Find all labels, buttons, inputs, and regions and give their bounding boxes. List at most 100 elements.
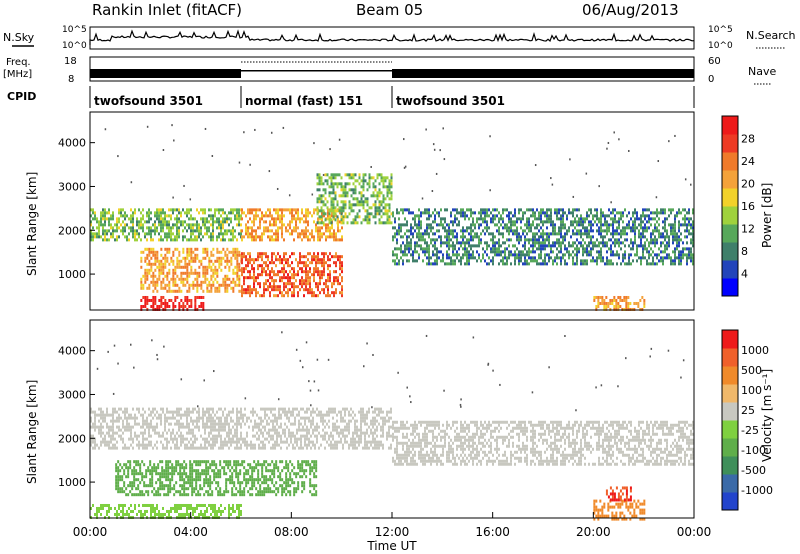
heatmap-cell xyxy=(325,261,327,265)
heatmap-cell xyxy=(321,288,323,292)
heatmap-cell xyxy=(488,256,490,260)
heatmap-cell xyxy=(330,221,333,225)
heatmap-cell xyxy=(158,220,160,224)
heatmap-cell xyxy=(436,253,438,257)
heatmap-cell xyxy=(216,437,218,441)
heatmap-cell xyxy=(356,215,359,219)
sparse-point xyxy=(433,148,436,151)
sparse-point xyxy=(684,178,687,181)
heatmap-cell xyxy=(120,214,122,218)
heatmap-cell xyxy=(566,250,568,254)
heatmap-cell xyxy=(160,271,163,275)
heatmap-cell xyxy=(307,229,309,233)
heatmap-cell xyxy=(670,256,672,260)
heatmap-cell xyxy=(464,250,466,254)
heatmap-cell xyxy=(275,273,277,277)
heatmap-cell xyxy=(152,428,154,432)
heatmap-cell xyxy=(318,215,321,219)
heatmap-cell xyxy=(102,238,104,242)
heatmap-cell xyxy=(262,419,264,423)
heatmap-cell xyxy=(528,217,530,221)
heatmap-cell xyxy=(476,220,478,224)
heatmap-cell xyxy=(306,425,308,429)
heatmap-cell xyxy=(220,220,222,224)
heatmap-cell xyxy=(148,286,151,290)
heatmap-cell xyxy=(299,279,301,283)
heatmap-cell xyxy=(454,217,456,221)
heatmap-cell xyxy=(168,220,170,224)
heatmap-cell xyxy=(520,235,522,239)
heatmap-cell xyxy=(568,208,570,212)
heatmap-cell xyxy=(114,410,116,414)
heatmap-cell xyxy=(341,267,343,271)
heatmap-cell xyxy=(104,208,106,212)
heatmap-cell xyxy=(280,440,282,444)
heatmap-cell xyxy=(520,250,522,254)
heatmap-cell xyxy=(340,410,342,414)
heatmap-cell xyxy=(168,247,171,251)
heatmap-cell xyxy=(446,235,448,239)
heatmap-cell xyxy=(242,437,244,441)
heatmap-cell xyxy=(656,241,658,245)
heatmap-cell xyxy=(100,407,102,411)
heatmap-cell xyxy=(400,226,402,230)
nsky-label: N.Sky xyxy=(3,31,35,44)
heatmap-cell xyxy=(500,217,502,221)
heatmap-cell xyxy=(222,247,225,251)
heatmap-cell xyxy=(210,446,212,450)
nsky-tick-bottom: 10^0 xyxy=(62,41,87,51)
heatmap-cell xyxy=(146,256,149,260)
heatmap-cell xyxy=(305,279,307,283)
heatmap-cell xyxy=(156,211,158,215)
heatmap-cell xyxy=(372,194,375,198)
heatmap-cell xyxy=(342,215,345,219)
heatmap-cell xyxy=(638,244,640,248)
heatmap-cell xyxy=(234,208,236,212)
heatmap-cell xyxy=(498,244,500,248)
heatmap-cell xyxy=(604,244,606,248)
heatmap-cell xyxy=(474,235,476,239)
heatmap-cell xyxy=(289,226,291,230)
heatmap-cell xyxy=(454,220,456,224)
heatmap-cell xyxy=(206,217,208,221)
heatmap-cell xyxy=(450,220,452,224)
heatmap-cell xyxy=(614,208,616,212)
heatmap-cell xyxy=(160,301,163,305)
heatmap-cell xyxy=(692,226,694,230)
heatmap-cell xyxy=(526,262,528,266)
heatmap-cell xyxy=(283,238,285,242)
heatmap-cell xyxy=(331,285,333,289)
heatmap-cell xyxy=(632,211,634,215)
heatmap-cell xyxy=(255,258,257,262)
heatmap-cell xyxy=(484,211,486,215)
heatmap-cell xyxy=(273,294,275,298)
heatmap-cell xyxy=(486,208,488,212)
heatmap-cell xyxy=(222,443,224,447)
heatmap-cell xyxy=(320,200,323,204)
heatmap-cell xyxy=(368,206,371,210)
heatmap-cell xyxy=(290,410,292,414)
heatmap-cell xyxy=(502,226,504,230)
heatmap-cell xyxy=(259,273,261,277)
heatmap-cell xyxy=(329,258,331,262)
heatmap-cell xyxy=(426,256,428,260)
heatmap-cell xyxy=(532,244,534,248)
heatmap-cell xyxy=(674,235,676,239)
heatmap-cell xyxy=(216,256,219,260)
heatmap-cell xyxy=(406,247,408,251)
heatmap-cell xyxy=(198,410,200,414)
heatmap-cell xyxy=(330,443,332,447)
heatmap-cell xyxy=(245,214,247,218)
heatmap-cell xyxy=(172,232,174,236)
heatmap-cell xyxy=(298,446,300,450)
heatmap-cell xyxy=(644,223,646,227)
heatmap-cell xyxy=(243,270,245,274)
heatmap-cell xyxy=(478,223,480,227)
heatmap-cell xyxy=(482,229,484,233)
heatmap-cell xyxy=(202,256,205,260)
heatmap-cell xyxy=(304,437,306,441)
heatmap-cell xyxy=(265,288,267,292)
heatmap-cell xyxy=(434,259,436,263)
heatmap-cell xyxy=(426,211,428,215)
heatmap-cell xyxy=(291,252,293,256)
